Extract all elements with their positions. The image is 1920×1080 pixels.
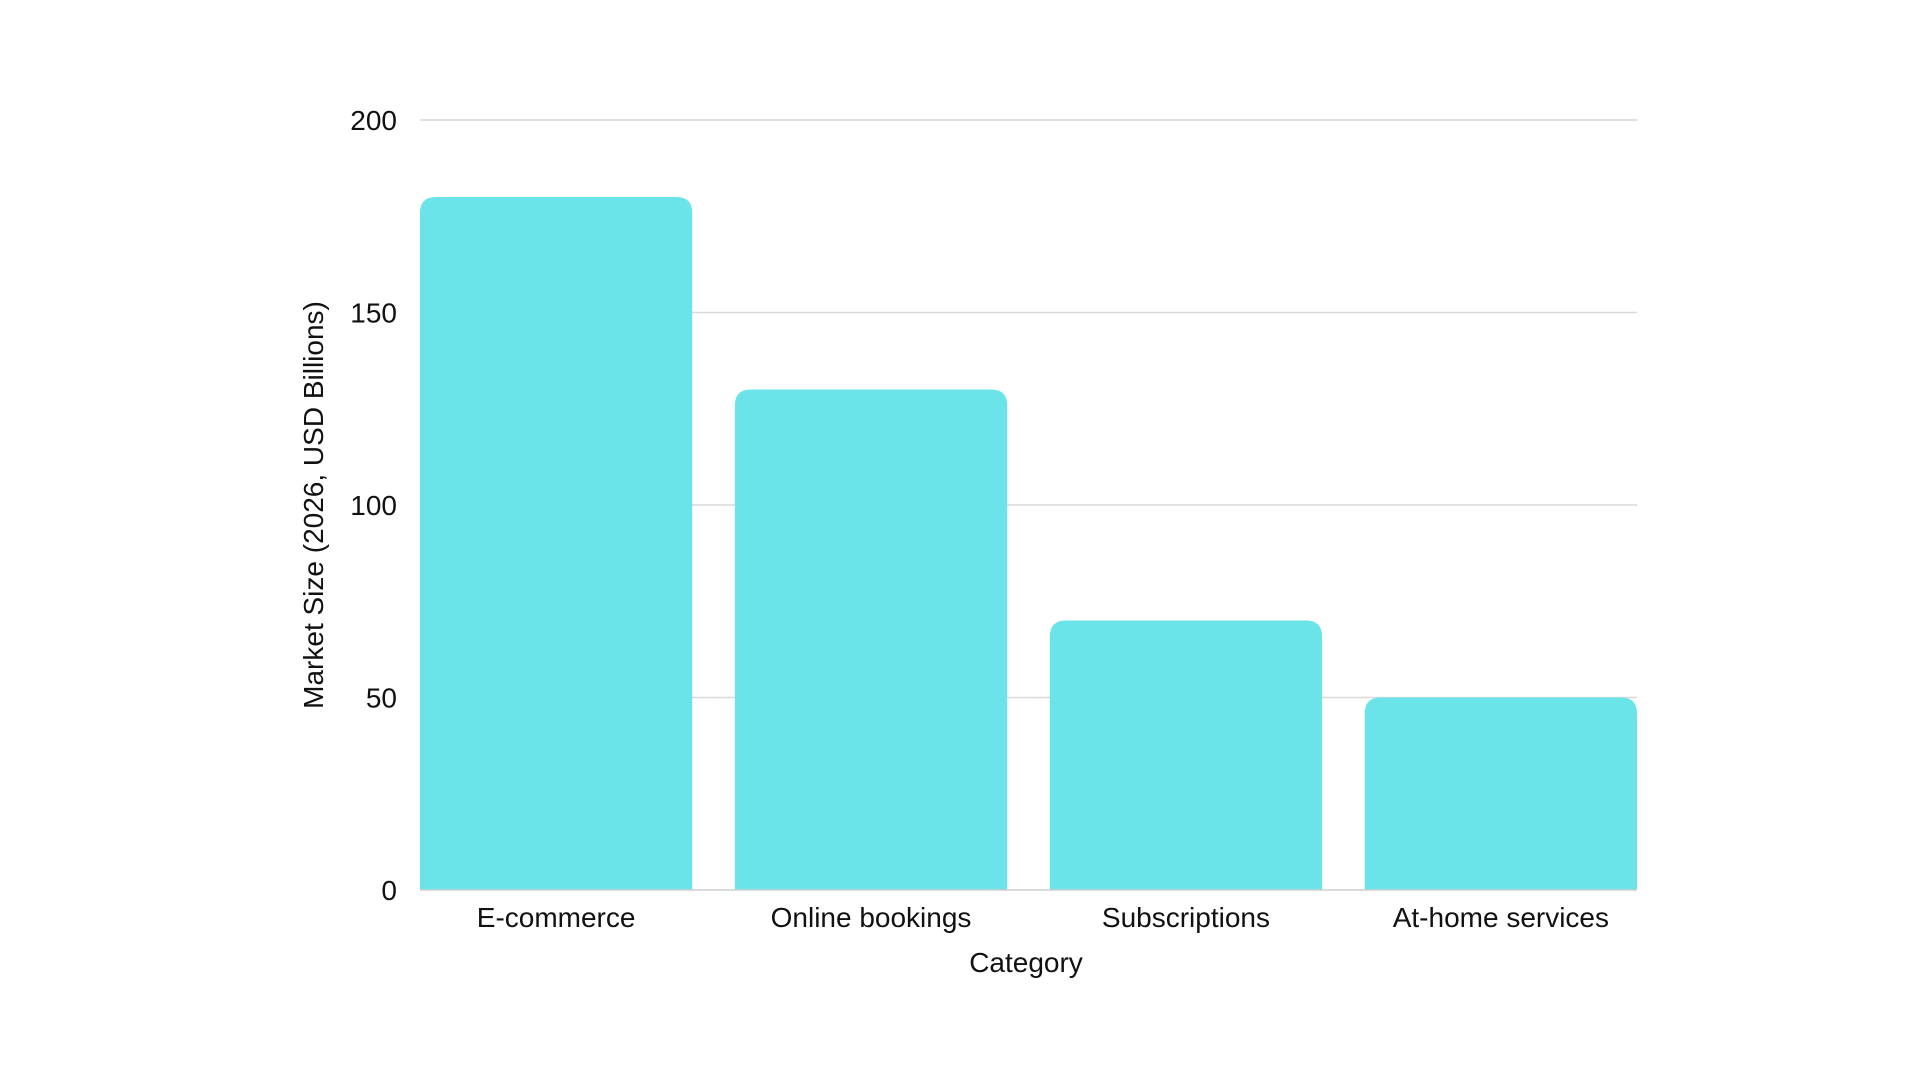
x-tick-label: At-home services xyxy=(1393,902,1609,933)
y-axis-title: Market Size (2026, USD Billions) xyxy=(298,301,329,709)
bar-online-bookings xyxy=(734,389,1008,890)
x-tick-label: E-commerce xyxy=(477,902,636,933)
y-tick-label: 150 xyxy=(350,298,397,329)
y-tick-label: 200 xyxy=(350,105,397,136)
y-tick-label: 100 xyxy=(350,490,397,521)
x-axis-title: Category xyxy=(969,947,1083,978)
x-tick-label: Subscriptions xyxy=(1102,902,1270,933)
bars xyxy=(420,197,1637,890)
y-tick-label: 0 xyxy=(381,875,397,906)
bar-subscriptions xyxy=(1049,620,1323,890)
axes: 0 50 100 150 200 E-commerce Online bookings Sub… xyxy=(350,105,1637,933)
bar-e-commerce xyxy=(420,197,693,890)
y-tick-label: 50 xyxy=(366,683,397,714)
x-tick-label: Online bookings xyxy=(771,902,972,933)
bar-at-home-services xyxy=(1364,697,1637,890)
